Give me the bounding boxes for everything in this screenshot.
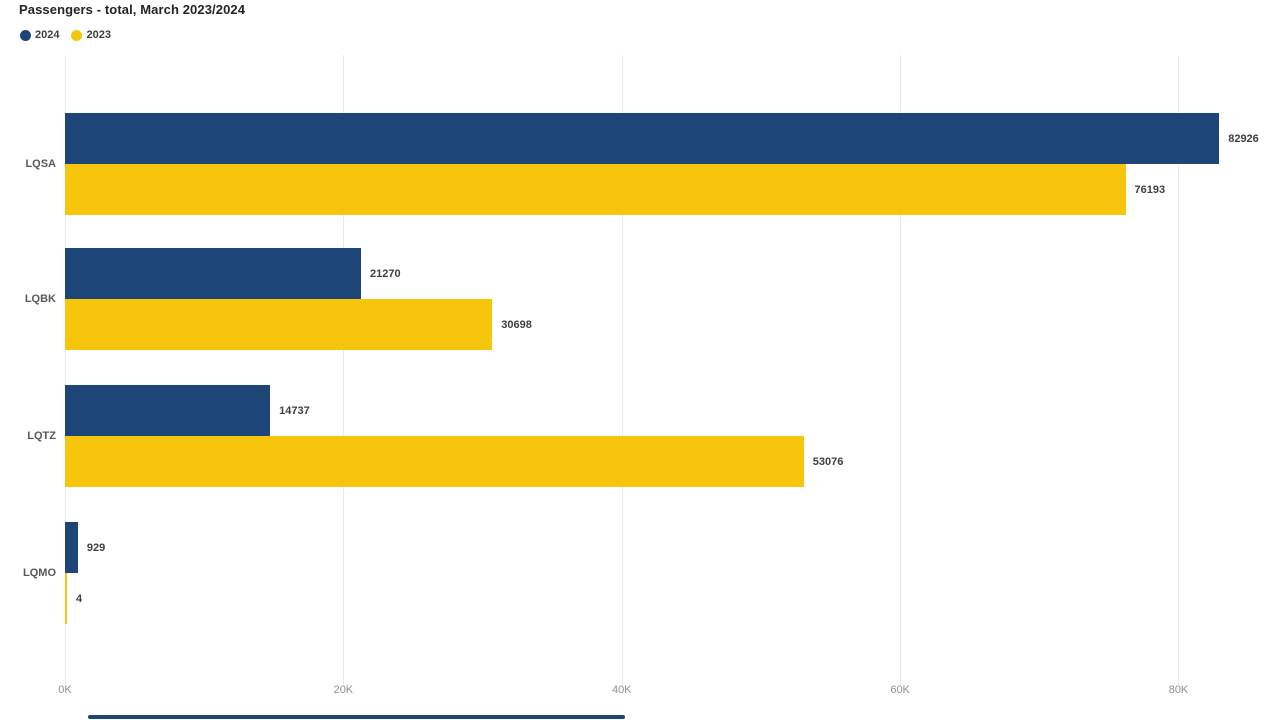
- gridline-20K: [343, 55, 344, 685]
- chart-title: Passengers - total, March 2023/2024: [19, 2, 246, 17]
- value-label-lqmo-2023: 4: [76, 592, 83, 605]
- x-tick-label-60K: 60K: [890, 684, 910, 696]
- bar-lqmo-2023[interactable]: [65, 573, 67, 624]
- legend-dot-2024-icon: [20, 29, 31, 41]
- gridline-80K: [1178, 55, 1179, 685]
- legend-label-2023: 2023: [86, 29, 111, 41]
- value-label-lqbk-2024: 21270: [370, 267, 401, 280]
- value-label-lqtz-2024: 14737: [279, 404, 310, 417]
- x-tick-label-40K: 40K: [611, 684, 632, 696]
- category-label-lqsa: LQSA: [25, 158, 56, 170]
- value-label-lqmo-2024: 929: [86, 541, 106, 554]
- gridline-0K: [65, 55, 66, 685]
- bar-lqsa-2023[interactable]: [65, 164, 1126, 215]
- legend-dot-2023-icon: [71, 29, 83, 41]
- x-tick-label-0K: 0K: [58, 684, 72, 696]
- gridline-40K: [622, 55, 623, 685]
- bar-lqtz-2024[interactable]: [65, 385, 271, 436]
- value-label-lqtz-2023: 53076: [812, 455, 844, 468]
- value-label-lqsa-2023: 76193: [1134, 183, 1166, 196]
- x-tick-label-80K: 80K: [1168, 684, 1189, 696]
- category-label-lqtz: LQTZ: [27, 430, 56, 442]
- legend-item-2024[interactable]: 2024: [20, 29, 59, 41]
- legend-label-2024: 2024: [35, 29, 60, 41]
- bar-lqsa-2024[interactable]: [65, 113, 1220, 164]
- chart-legend: 2024 2023: [20, 29, 111, 41]
- bar-lqmo-2024[interactable]: [65, 522, 78, 573]
- category-label-lqmo: LQMO: [23, 567, 56, 579]
- bar-lqbk-2024[interactable]: [65, 248, 362, 299]
- gridline-60K: [900, 55, 901, 685]
- x-tick-label-20K: 20K: [333, 684, 354, 696]
- legend-item-2023[interactable]: 2023: [71, 29, 111, 41]
- value-label-lqbk-2023: 30698: [501, 318, 532, 331]
- horizontal-scrollbar-thumb[interactable]: [88, 715, 625, 719]
- bar-lqtz-2023[interactable]: [65, 436, 804, 487]
- plot-area: [65, 55, 1262, 685]
- category-label-lqbk: LQBK: [24, 293, 56, 305]
- bar-lqbk-2023[interactable]: [65, 299, 493, 350]
- value-label-lqsa-2024: 82926: [1228, 132, 1259, 145]
